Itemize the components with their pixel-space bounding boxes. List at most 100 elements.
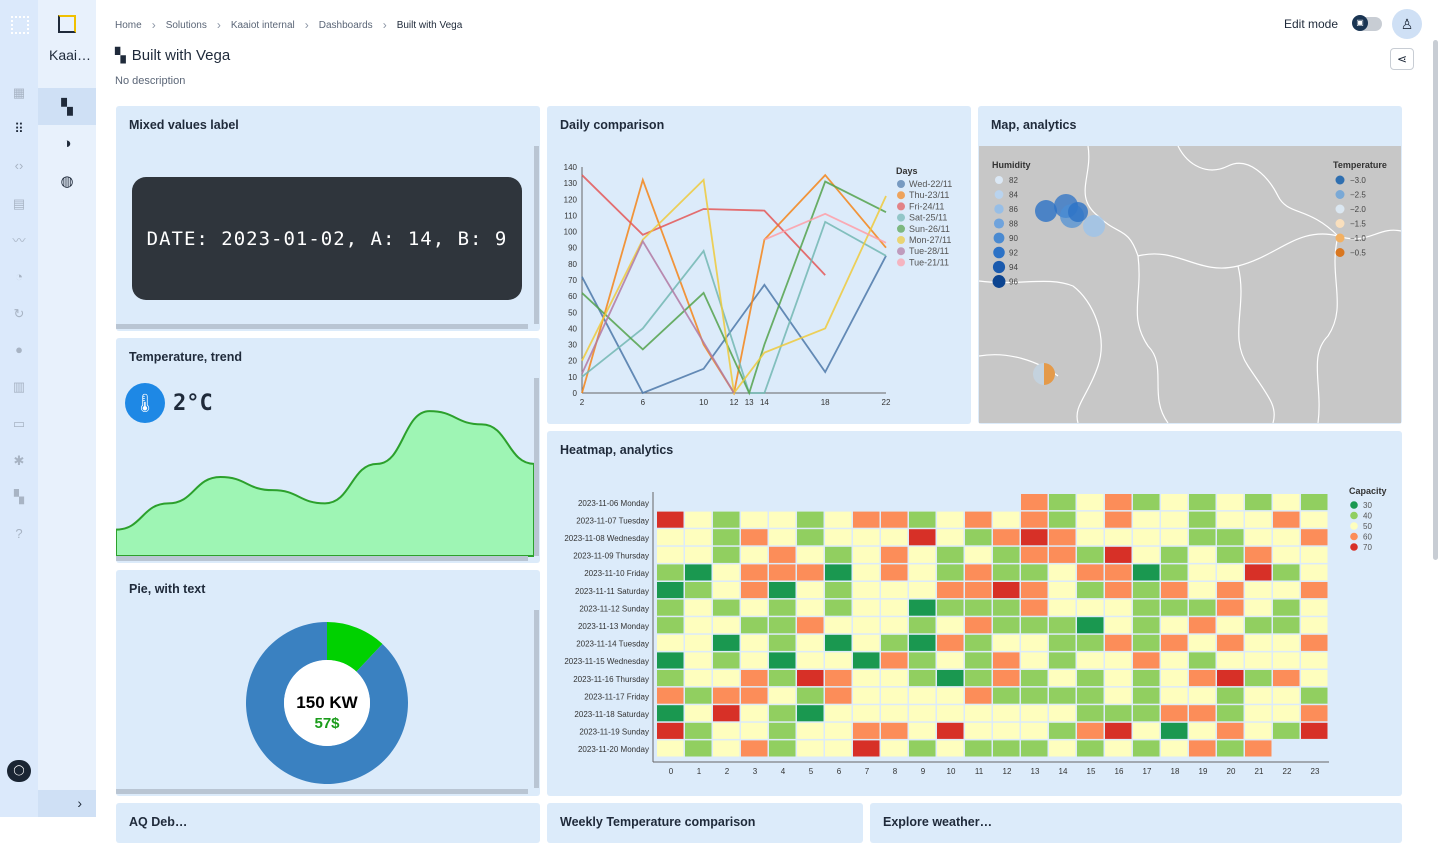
sync-icon[interactable]: ↻ <box>13 306 25 321</box>
scrollbar[interactable] <box>116 324 528 329</box>
breadcrumb-dashboards[interactable]: Dashboards <box>318 19 373 31</box>
chevron-right-icon: › <box>151 18 156 32</box>
y-tick-label: 20 <box>568 357 577 366</box>
bell-icon[interactable]: ◔ <box>15 269 23 284</box>
y-tick-label: 2023-11-16 Thursday <box>573 675 649 684</box>
device-icon[interactable]: ▤ <box>12 196 26 211</box>
breadcrumb-solutions[interactable]: Solutions <box>165 19 207 31</box>
heatmap-cell <box>1189 494 1216 511</box>
heatmap-cell <box>797 564 824 581</box>
heatmap-cell <box>713 582 740 599</box>
share-button[interactable]: ⋖ <box>1390 48 1414 70</box>
dashboard-icon[interactable]: ▦ <box>12 85 26 100</box>
y-tick-label: 60 <box>568 292 577 301</box>
legend-label: Wed-22/11 <box>909 179 952 189</box>
heatmap-cell <box>769 634 796 651</box>
heatmap-cell <box>825 670 852 687</box>
chat-icon[interactable]: ◯ <box>7 760 31 782</box>
dashboard-icon[interactable]: ▚ <box>38 88 96 125</box>
heatmap-cell <box>1273 634 1300 651</box>
y-tick-label: 2023-11-12 Sunday <box>579 604 649 613</box>
heatmap-cell <box>1105 564 1132 581</box>
help-icon[interactable]: ? <box>15 526 23 541</box>
contrast-icon[interactable]: ◑ <box>62 135 72 152</box>
scrollbar[interactable] <box>534 378 539 556</box>
heatmap-cell <box>1301 564 1328 581</box>
map-chart[interactable]: Humidity 82 84 86 88 90 92 94 96 Temperature −3… <box>978 106 1402 424</box>
x-tick-label: 13 <box>1031 767 1040 776</box>
legend-swatch <box>1335 175 1345 185</box>
analytics-icon[interactable]: 〰 <box>12 233 26 248</box>
org-name[interactable]: Kaai… <box>49 47 92 63</box>
heatmap-cell <box>1273 511 1300 528</box>
code-icon[interactable]: ‹› <box>14 158 24 173</box>
heatmap-cell <box>1021 599 1048 616</box>
folder-icon[interactable]: ▭ <box>12 416 26 431</box>
heatmap-cell <box>1189 582 1216 599</box>
heatmap-cell <box>797 652 824 669</box>
heatmap-cell <box>1105 617 1132 634</box>
map-bubble-half <box>1044 363 1055 385</box>
legend-swatch <box>897 224 905 233</box>
heatmap-cell <box>1021 529 1048 546</box>
lock-icon: ▣ <box>1352 15 1368 31</box>
heatmap-cell <box>1161 722 1188 739</box>
x-tick-label: 14 <box>760 398 769 407</box>
scrollbar[interactable] <box>534 146 539 324</box>
building-icon[interactable]: ▥ <box>12 379 26 394</box>
heatmap-cell <box>993 582 1020 599</box>
edit-mode-toggle[interactable]: ▣ <box>1352 15 1382 31</box>
heatmap-cell <box>1161 652 1188 669</box>
breadcrumb-solution[interactable]: Kaaiot internal <box>230 19 295 31</box>
series-line <box>581 180 887 396</box>
x-tick-label: 12 <box>730 398 739 407</box>
grid-icon[interactable]: ▚ <box>14 489 24 504</box>
heatmap-cell <box>1133 705 1160 722</box>
heatmap-cell <box>937 670 964 687</box>
heatmap-cell <box>657 634 684 651</box>
legend-label: 40 <box>1363 512 1372 521</box>
breadcrumb-home[interactable]: Home <box>115 19 142 31</box>
heatmap-cell <box>1077 722 1104 739</box>
y-tick-label: 100 <box>564 228 578 237</box>
widget-title: Explore weather… <box>883 815 993 829</box>
avatar[interactable]: ♙ <box>1392 9 1422 39</box>
heatmap-cell <box>965 529 992 546</box>
legend-swatch <box>897 191 905 200</box>
heatmap-cell <box>853 634 880 651</box>
legend-swatch <box>994 204 1004 214</box>
x-tick-label: 6 <box>837 767 842 776</box>
legend-swatch <box>1350 543 1358 551</box>
heatmap-cell <box>1301 652 1328 669</box>
map-bubble <box>1068 202 1088 222</box>
heatmap-cell <box>1105 494 1132 511</box>
heatmap-cell <box>909 546 936 563</box>
gear-icon[interactable]: ✱ <box>13 453 25 468</box>
heatmap-cell <box>1245 494 1272 511</box>
heatmap-cell <box>825 511 852 528</box>
heatmap-cell <box>853 582 880 599</box>
user-icon[interactable]: ● <box>15 342 23 357</box>
globe-icon[interactable]: ◍ <box>60 172 74 190</box>
heatmap-cell <box>1273 564 1300 581</box>
page-scrollbar[interactable] <box>1433 40 1438 560</box>
heatmap-cell <box>1021 634 1048 651</box>
apps-icon[interactable]: ⠿ <box>14 121 24 136</box>
heatmap-cell <box>1049 529 1076 546</box>
heatmap-cell <box>825 722 852 739</box>
scrollbar[interactable] <box>116 556 528 561</box>
x-tick-label: 2 <box>725 767 730 776</box>
y-tick-label: 2023-11-14 Tuesday <box>576 640 649 649</box>
expand-nav-button[interactable]: › <box>38 790 96 817</box>
x-tick-label: 9 <box>921 767 926 776</box>
y-tick-label: 2023-11-19 Sunday <box>579 728 649 737</box>
y-tick-label: 2023-11-09 Thursday <box>573 552 649 561</box>
legend-label: −1.0 <box>1350 234 1366 243</box>
scrollbar[interactable] <box>534 610 539 788</box>
x-tick-label: 1 <box>697 767 702 776</box>
chevron-right-icon: › <box>216 18 221 32</box>
logo-icon[interactable] <box>11 16 29 34</box>
heatmap-cell <box>769 740 796 757</box>
scrollbar[interactable] <box>116 789 528 794</box>
pie-text-cost: 57$ <box>314 715 340 732</box>
